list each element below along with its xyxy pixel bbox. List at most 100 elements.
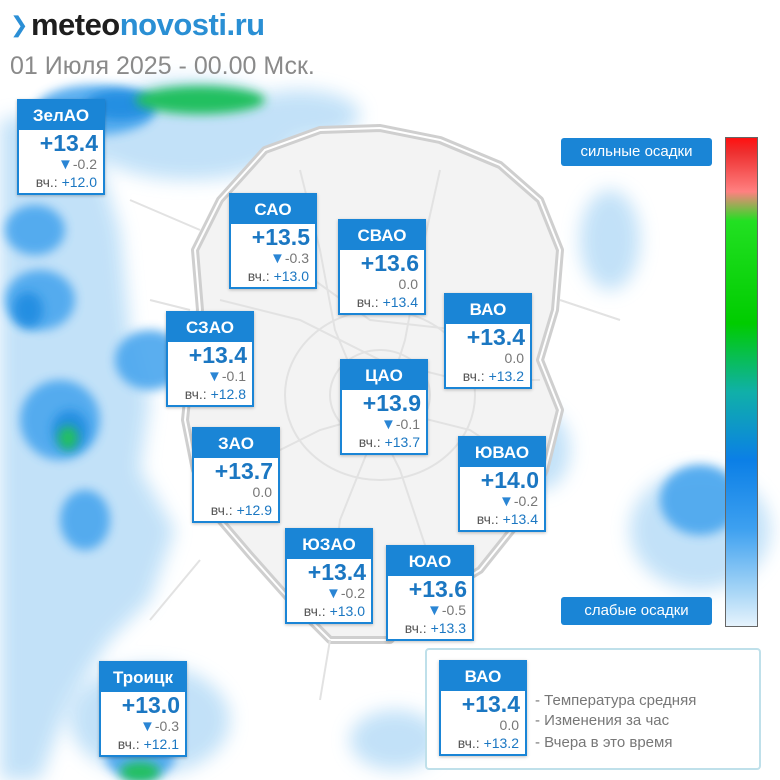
yesterday-value: вч.: +12.8: [168, 385, 252, 405]
district-name: Троицк: [101, 663, 185, 692]
yesterday-temp: +12.0: [61, 174, 97, 190]
district-name: СЗАО: [168, 313, 252, 342]
down-triangle-icon: ▼: [58, 156, 73, 173]
change-value: -0.1: [395, 416, 420, 432]
district-name: ВАО: [446, 295, 530, 324]
yesterday-temp: +13.3: [430, 620, 466, 636]
change-value: -0.3: [284, 250, 309, 266]
district-card: ЦАО +13.9 ▼-0.1 вч.: +13.7: [340, 359, 428, 455]
hourly-change: ▼-0.2: [287, 584, 371, 602]
hourly-change: ▼-0.2: [19, 155, 103, 173]
yesterday-value: вч.: +13.2: [446, 367, 530, 387]
temperature: +13.5: [251, 224, 310, 250]
yesterday-value: вч.: +12.9: [194, 501, 278, 521]
legend-item-yesterday: - Вчера в это время: [535, 734, 673, 751]
change-value: 0.0: [504, 350, 524, 366]
district-card: Троицк +13.0 ▼-0.3 вч.: +12.1: [99, 661, 187, 757]
change-value: 0.0: [398, 276, 418, 292]
legend-item-temp: - Температура средняя: [535, 692, 697, 709]
legend-item-change: - Изменения за час: [535, 712, 670, 729]
down-triangle-icon: ▼: [381, 416, 396, 433]
hourly-change: ▼-0.3: [231, 249, 315, 267]
change-value: -0.5: [441, 602, 466, 618]
yesterday-value: вч.: +13.7: [342, 433, 426, 453]
temperature: +13.4: [307, 559, 366, 585]
yesterday-value: вч.: +13.0: [231, 267, 315, 287]
temperature: +13.7: [214, 458, 273, 484]
hourly-change: ▼-0.1: [342, 415, 426, 433]
district-name: ЗелАО: [19, 101, 103, 130]
yesterday-temp: +12.9: [236, 502, 272, 518]
temperature: +13.9: [362, 390, 421, 416]
yesterday-value: вч.: +13.3: [388, 619, 472, 639]
yesterday-prefix: вч.:: [210, 502, 233, 518]
yesterday-temp: +13.4: [382, 294, 418, 310]
hourly-change: ▼-0.2: [460, 492, 544, 510]
district-name: САО: [231, 195, 315, 224]
change-value: -0.3: [154, 718, 179, 734]
yesterday-value: вч.: +13.2: [441, 734, 525, 754]
yesterday-prefix: вч.:: [247, 268, 270, 284]
hourly-change: 0.0: [441, 716, 525, 734]
down-triangle-icon: ▼: [207, 368, 222, 385]
district-card: ВАО +13.4 0.0 вч.: +13.2: [444, 293, 532, 389]
hourly-change: ▼-0.5: [388, 601, 472, 619]
temperature: +14.0: [480, 467, 539, 493]
yesterday-prefix: вч.:: [404, 620, 427, 636]
change-value: -0.2: [513, 493, 538, 509]
temperature: +13.4: [461, 691, 520, 717]
yesterday-prefix: вч.:: [462, 368, 485, 384]
hourly-change: 0.0: [340, 275, 424, 293]
temperature: +13.4: [188, 342, 247, 368]
yesterday-temp: +13.2: [483, 735, 519, 751]
down-triangle-icon: ▼: [326, 585, 341, 602]
district-card: ЮЗАО +13.4 ▼-0.2 вч.: +13.0: [285, 528, 373, 624]
yesterday-value: вч.: +12.1: [101, 735, 185, 755]
yesterday-temp: +13.7: [384, 434, 420, 450]
district-card: СВАО +13.6 0.0 вч.: +13.4: [338, 219, 426, 315]
district-card: САО +13.5 ▼-0.3 вч.: +13.0: [229, 193, 317, 289]
yesterday-temp: +13.2: [488, 368, 524, 384]
yesterday-prefix: вч.:: [117, 736, 140, 752]
change-value: 0.0: [252, 484, 272, 500]
yesterday-prefix: вч.:: [184, 386, 207, 402]
district-name: ВАО: [441, 662, 525, 691]
temperature: +13.6: [408, 576, 467, 602]
down-triangle-icon: ▼: [140, 718, 155, 735]
yesterday-temp: +12.8: [210, 386, 246, 402]
district-card: ЮВАО +14.0 ▼-0.2 вч.: +13.4: [458, 436, 546, 532]
district-name: СВАО: [340, 221, 424, 250]
brand-logo: ❯meteonovosti.ru: [10, 7, 265, 42]
legend-card: ВАО +13.4 0.0 вч.: +13.2: [439, 660, 527, 756]
change-value: -0.1: [221, 368, 246, 384]
yesterday-value: вч.: +13.0: [287, 602, 371, 622]
change-value: 0.0: [499, 717, 519, 733]
yesterday-temp: +12.1: [143, 736, 179, 752]
district-name: ЮВАО: [460, 438, 544, 467]
yesterday-prefix: вч.:: [476, 511, 499, 527]
down-triangle-icon: ▼: [427, 602, 442, 619]
yesterday-prefix: вч.:: [457, 735, 480, 751]
district-name: ЗАО: [194, 429, 278, 458]
heavy-precip-label: сильные осадки: [561, 138, 712, 166]
brand-part2: novosti.ru: [119, 7, 265, 42]
hourly-change: 0.0: [194, 483, 278, 501]
legend: ВАО +13.4 0.0 вч.: +13.2 - Температура сред…: [425, 648, 761, 770]
yesterday-temp: +13.0: [329, 603, 365, 619]
yesterday-prefix: вч.:: [358, 434, 381, 450]
district-name: ЦАО: [342, 361, 426, 390]
temperature: +13.6: [360, 250, 419, 276]
change-value: -0.2: [340, 585, 365, 601]
yesterday-value: вч.: +13.4: [340, 293, 424, 313]
district-name: ЮАО: [388, 547, 472, 576]
yesterday-temp: +13.4: [502, 511, 538, 527]
down-triangle-icon: ▼: [270, 250, 285, 267]
yesterday-value: вч.: +12.0: [19, 173, 103, 193]
district-card: СЗАО +13.4 ▼-0.1 вч.: +12.8: [166, 311, 254, 407]
temperature: +13.0: [121, 692, 180, 718]
yesterday-prefix: вч.:: [356, 294, 379, 310]
temperature: +13.4: [39, 130, 98, 156]
district-card: ЗелАО +13.4 ▼-0.2 вч.: +12.0: [17, 99, 105, 195]
district-card: ЗАО +13.7 0.0 вч.: +12.9: [192, 427, 280, 523]
temperature: +13.4: [466, 324, 525, 350]
